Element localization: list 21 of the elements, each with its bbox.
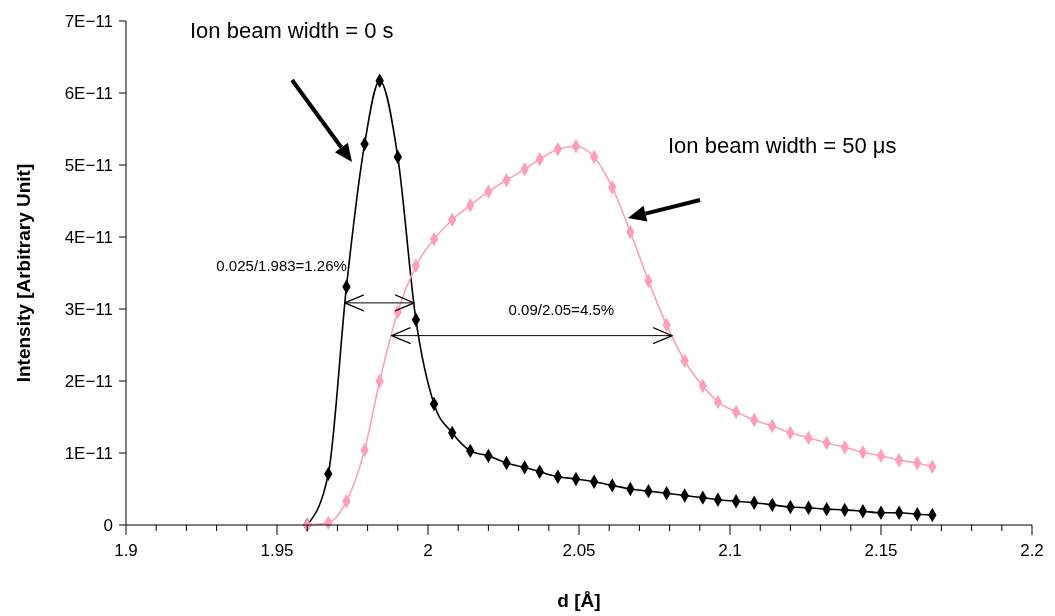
- x-tick-label: 2.1: [718, 541, 742, 560]
- x-axis-title: d [Å]: [557, 590, 601, 611]
- y-tick-label: 4E−11: [64, 227, 113, 247]
- y-tick-label: 3E−11: [64, 299, 113, 319]
- annotation: 0.025/1.983=1.26%: [216, 256, 347, 274]
- x-tick-label: 2: [423, 541, 433, 560]
- annotation: Ion beam width = 0 s: [190, 18, 394, 43]
- x-tick-label: 1.9: [114, 541, 138, 560]
- x-tick-label: 2.05: [562, 541, 596, 560]
- annotation: 0.09/2.05=4.5%: [508, 300, 615, 318]
- y-tick-label: 1E−11: [64, 443, 113, 463]
- x-tick-label: 1.95: [260, 541, 294, 560]
- annotation: Ion beam width = 50 μs: [668, 133, 897, 158]
- y-axis-title: Intensity [Arbitrary Unit]: [13, 163, 34, 383]
- y-tick-label: 6E−11: [64, 83, 113, 103]
- y-tick-label: 5E−11: [64, 155, 113, 175]
- x-tick-label: 2.15: [864, 541, 898, 560]
- y-tick-label: 7E−11: [64, 11, 113, 31]
- y-tick-label: 2E−11: [64, 371, 113, 391]
- x-tick-label: 2.2: [1020, 541, 1044, 560]
- y-tick-label: 0: [103, 515, 113, 535]
